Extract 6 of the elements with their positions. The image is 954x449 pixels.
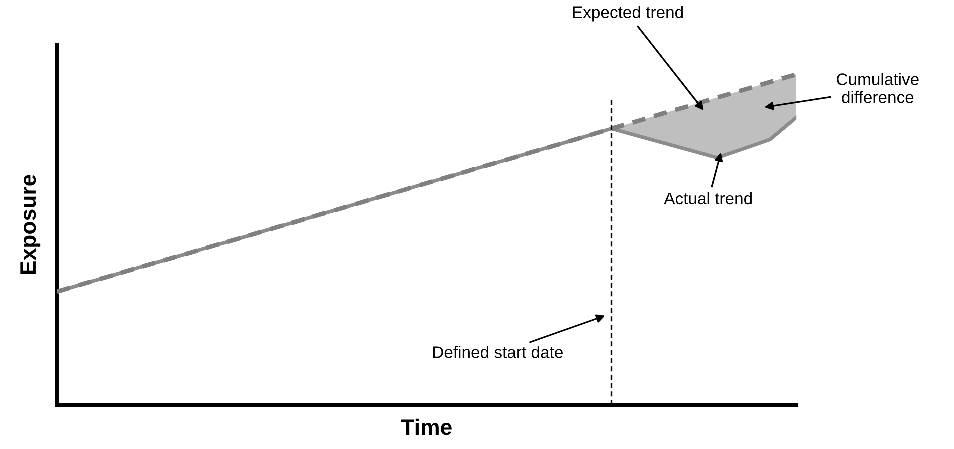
text: Expected trend — [573, 6, 684, 22]
y-axis-title: Exposure — [20, 175, 41, 274]
text: Cumulative difference — [837, 73, 919, 104]
annotation: Defined start date — [433, 346, 563, 358]
x-axis-title: Time — [401, 418, 452, 436]
legend-label: Actual trend — [664, 192, 752, 205]
